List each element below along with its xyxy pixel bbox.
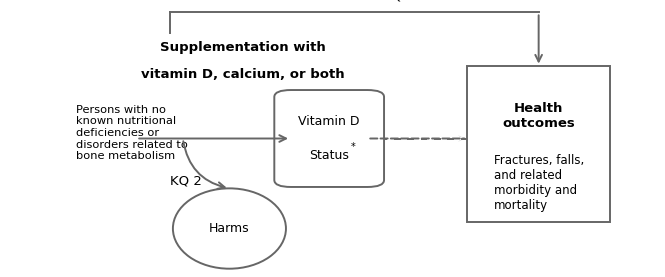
Ellipse shape	[173, 188, 286, 269]
Text: Vitamin D: Vitamin D	[299, 116, 360, 128]
Text: KQ 1: KQ 1	[383, 0, 415, 3]
FancyBboxPatch shape	[275, 90, 384, 187]
Text: Harms: Harms	[209, 222, 250, 235]
Text: Status: Status	[309, 149, 349, 161]
Text: *: *	[351, 142, 356, 152]
Text: KQ 2: KQ 2	[170, 175, 201, 188]
Text: Supplementation with: Supplementation with	[160, 41, 326, 53]
Bar	[467, 66, 610, 222]
Text: Health
outcomes: Health outcomes	[502, 102, 575, 130]
Text: vitamin D, calcium, or both: vitamin D, calcium, or both	[141, 68, 344, 81]
FancyArrowPatch shape	[184, 141, 225, 189]
Text: Fractures, falls,
and related
morbidity and
mortality: Fractures, falls, and related morbidity …	[493, 154, 584, 212]
Text: Persons with no
known nutritional
deficiencies or
disorders related to
bone meta: Persons with no known nutritional defici…	[76, 105, 188, 161]
